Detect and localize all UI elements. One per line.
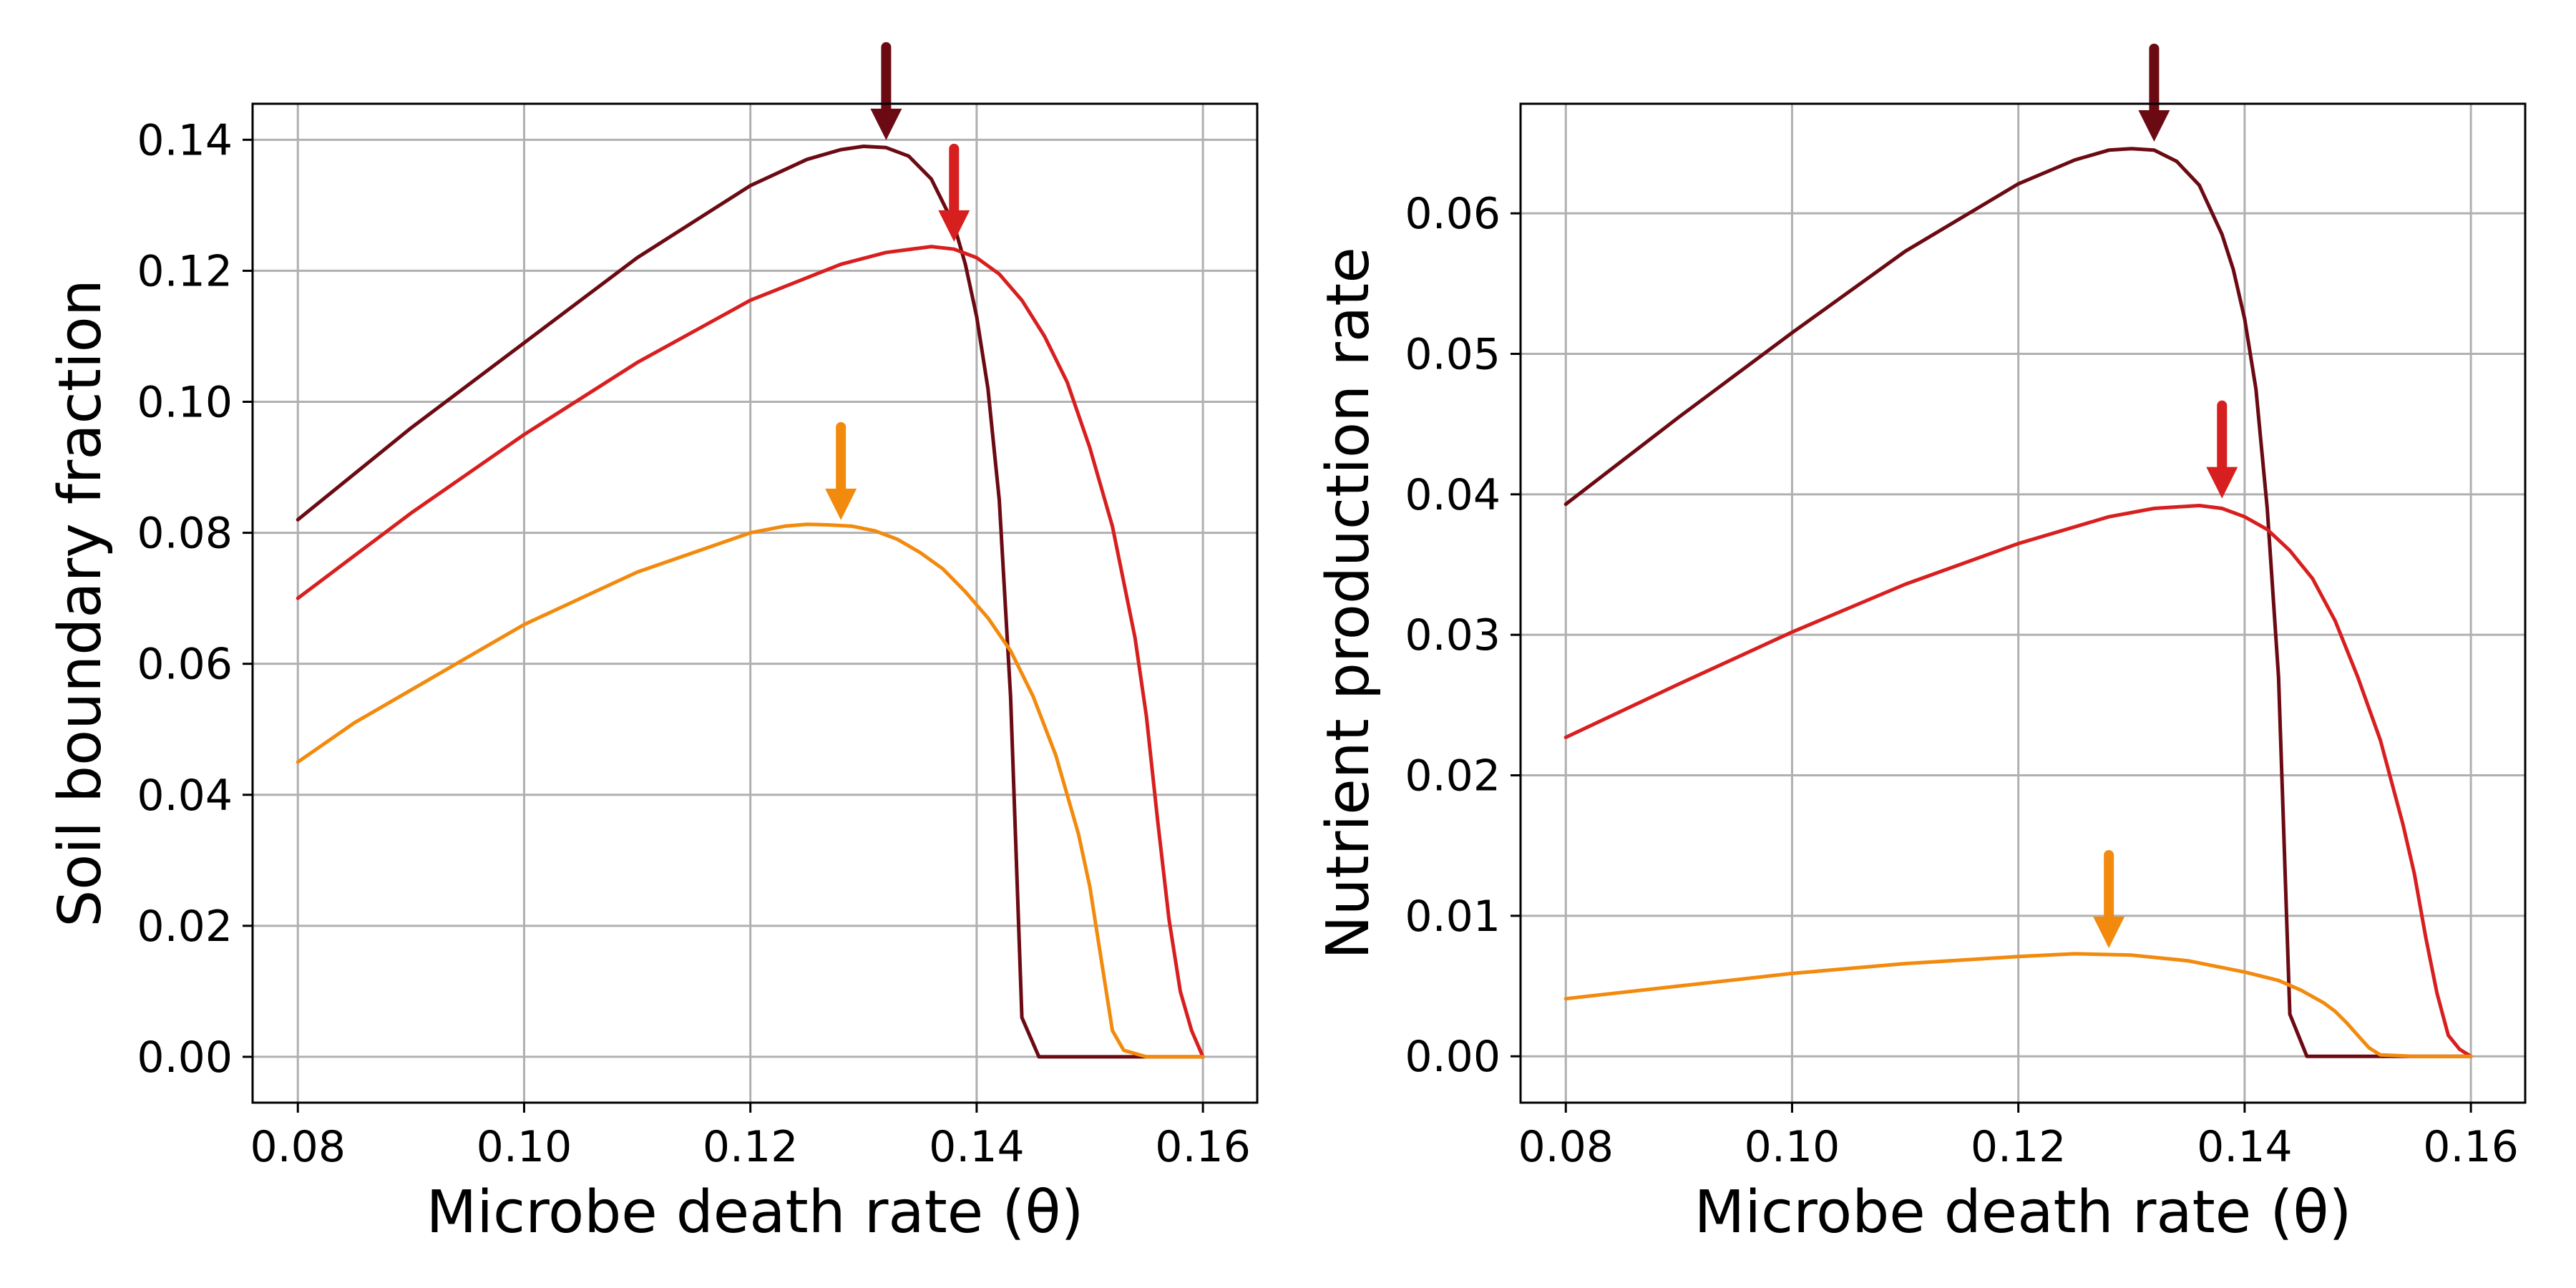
y-tick-label: 0.04 (1405, 470, 1501, 520)
y-tick-label: 0.04 (137, 771, 233, 821)
series-line-1 (1563, 147, 2473, 1058)
x-tick-label: 0.10 (1745, 1122, 1840, 1172)
plot-frame (251, 102, 1259, 1104)
series-line-2 (1563, 504, 2473, 1058)
x-tick-label: 0.16 (2423, 1122, 2519, 1172)
y-tick-label: 0.06 (137, 640, 233, 690)
x-axis-label: Microbe death rate (θ) (426, 1179, 1084, 1246)
x-tick-label: 0.08 (250, 1122, 346, 1172)
y-axis-label: Soil boundary fraction (47, 279, 114, 927)
series-line-1 (296, 145, 1205, 1059)
peak-arrow-1 (870, 42, 902, 140)
y-tick-label: 0.05 (1405, 329, 1501, 379)
series-line-3 (1563, 952, 2473, 1058)
peak-arrow-2 (2206, 400, 2238, 499)
plot-frame (1519, 102, 2527, 1104)
series-line-2 (296, 245, 1205, 1059)
y-tick-label: 0.14 (137, 115, 233, 165)
y-axis-label: Nutrient production rate (1314, 247, 1382, 960)
x-tick-label: 0.08 (1518, 1122, 1614, 1172)
y-tick-label: 0.10 (137, 378, 233, 428)
y-tick-label: 0.00 (1405, 1032, 1501, 1082)
y-tick-label: 0.01 (1405, 892, 1501, 942)
x-tick-label: 0.14 (929, 1122, 1025, 1172)
y-tick-label: 0.02 (1405, 751, 1501, 801)
peak-arrow-2 (938, 143, 970, 242)
x-tick-label: 0.16 (1155, 1122, 1251, 1172)
y-tick-label: 0.03 (1405, 610, 1501, 660)
y-tick-label: 0.12 (137, 246, 233, 296)
peak-arrow-3 (2093, 849, 2125, 948)
series-line-3 (296, 522, 1205, 1059)
x-tick-label: 0.14 (2197, 1122, 2293, 1172)
y-tick-label: 0.06 (1405, 189, 1501, 239)
y-tick-label: 0.08 (137, 509, 233, 559)
chart-panel-1: 0.08 0.10 0.12 0.14 0.16 0.00 0.02 0.04 0.06 0.08… (47, 42, 1259, 1246)
x-tick-label: 0.12 (703, 1122, 799, 1172)
peak-arrow-3 (825, 421, 857, 520)
chart-panel-2: 0.08 0.10 0.12 0.14 0.16 0.00 0.01 0.02 0.03 0.04… (1314, 43, 2527, 1246)
y-tick-label: 0.02 (137, 902, 233, 952)
peak-arrow-1 (2138, 43, 2170, 142)
y-tick-label: 0.00 (137, 1033, 233, 1083)
x-tick-label: 0.12 (1971, 1122, 2067, 1172)
x-axis-label: Microbe death rate (θ) (1694, 1179, 2352, 1246)
x-tick-label: 0.10 (477, 1122, 572, 1172)
